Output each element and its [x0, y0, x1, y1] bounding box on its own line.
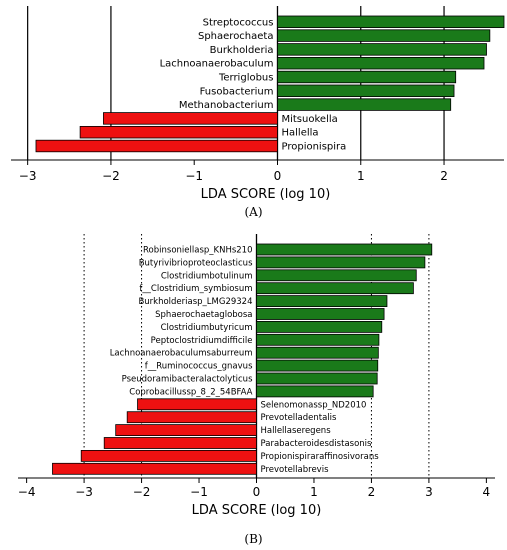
category-label: Prevotelladentalis [261, 413, 338, 423]
category-label: Hallellaseregens [261, 426, 332, 436]
lda-chart-a: Streptococcus Sphaerochaeta Burkholderia La… [11, 6, 505, 202]
bar [277, 29, 491, 42]
category-label: Streptococcus [203, 17, 274, 28]
category-label: Propionispira [281, 142, 346, 153]
bar [103, 437, 257, 449]
category-label: Methanobacterium [179, 100, 274, 111]
lda-chart-b: Robinsoniellasp_KNHs210 Butyrivibrioprote… [18, 234, 495, 518]
bar [277, 43, 487, 56]
x-tick-label: −3 [19, 169, 37, 183]
bar [256, 308, 385, 320]
bar [115, 424, 257, 437]
x-axis-title: LDA SCORE (log 10) [201, 187, 331, 202]
category-label: Mitsuokella [281, 114, 337, 125]
category-label: Burkholderiasp_LMG29324 [138, 297, 252, 307]
category-label: Propionispiraraffinosivorans [261, 452, 380, 462]
category-label: Selenomonassp_ND2010 [261, 400, 367, 410]
bar [256, 346, 379, 359]
bar [256, 256, 426, 269]
category-label: Sphaerochaetaglobosa [155, 310, 252, 320]
bar [256, 333, 380, 346]
category-label: Terriglobus [218, 73, 274, 84]
panel-a-label: (A) [244, 205, 263, 219]
x-tick-label: 2 [368, 485, 376, 499]
bar [256, 359, 379, 372]
category-label: Robinsoniellasp_KNHs210 [143, 245, 252, 255]
category-label: Fusobacterium [200, 86, 274, 97]
x-tick-label: −2 [102, 169, 120, 183]
category-label: Hallella [281, 128, 318, 139]
bar [256, 372, 378, 385]
bar [137, 398, 257, 411]
category-label: Clostridiumbutyricum [161, 323, 253, 333]
category-label: f__Clostridium_symbiosum [139, 284, 252, 294]
category-label: Sphaerochaeta [198, 31, 274, 42]
bar [256, 282, 414, 295]
x-tick-label: 1 [310, 485, 318, 499]
x-tick-label: 0 [274, 169, 282, 183]
bar [103, 112, 278, 125]
x-tick-label: −1 [190, 485, 208, 499]
bar [52, 462, 257, 475]
category-label: Butyrivibrioproteoclasticus [139, 258, 253, 268]
bar [256, 269, 417, 282]
bar [256, 243, 433, 256]
bar [256, 385, 374, 398]
x-tick-label: −1 [185, 169, 203, 183]
x-tick-label: −3 [75, 485, 93, 499]
category-label: Parabacteroidesdistasonis [261, 439, 373, 449]
category-label: Burkholderia [210, 45, 274, 56]
category-label: f__Ruminococcus_gnavus [145, 362, 253, 372]
bar [277, 15, 505, 29]
bar [277, 84, 455, 98]
bar [277, 70, 457, 84]
category-label: Prevotellabrevis [261, 465, 330, 475]
bar [256, 295, 388, 307]
category-label: Lachnoanaerobaculumsaburreum [110, 349, 253, 359]
x-tick-label: 1 [357, 169, 365, 183]
category-label: Peptoclostridiumdifficile [151, 336, 253, 346]
category-label: Coprobacillussp_8_2_54BFAA [129, 387, 252, 397]
x-tick-label: −4 [18, 485, 36, 499]
category-label: Lachnoanaerobaculum [160, 59, 274, 70]
x-tick-label: 4 [483, 485, 491, 499]
panel-b-label: (B) [244, 532, 263, 546]
bar [277, 98, 452, 111]
x-tick-label: 2 [440, 169, 448, 183]
bar [256, 321, 383, 333]
x-tick-label: 3 [425, 485, 433, 499]
category-label: Clostridiumbotulinum [161, 271, 253, 281]
bar [79, 126, 278, 139]
bar [35, 139, 278, 153]
bar [80, 449, 257, 462]
x-axis-title: LDA SCORE (log 10) [192, 503, 322, 518]
bar [277, 57, 485, 70]
x-tick-label: 0 [253, 485, 261, 499]
bar [126, 411, 257, 424]
category-label: Pseudoramibacteralactolyticus [122, 374, 253, 384]
x-tick-label: −2 [133, 485, 151, 499]
